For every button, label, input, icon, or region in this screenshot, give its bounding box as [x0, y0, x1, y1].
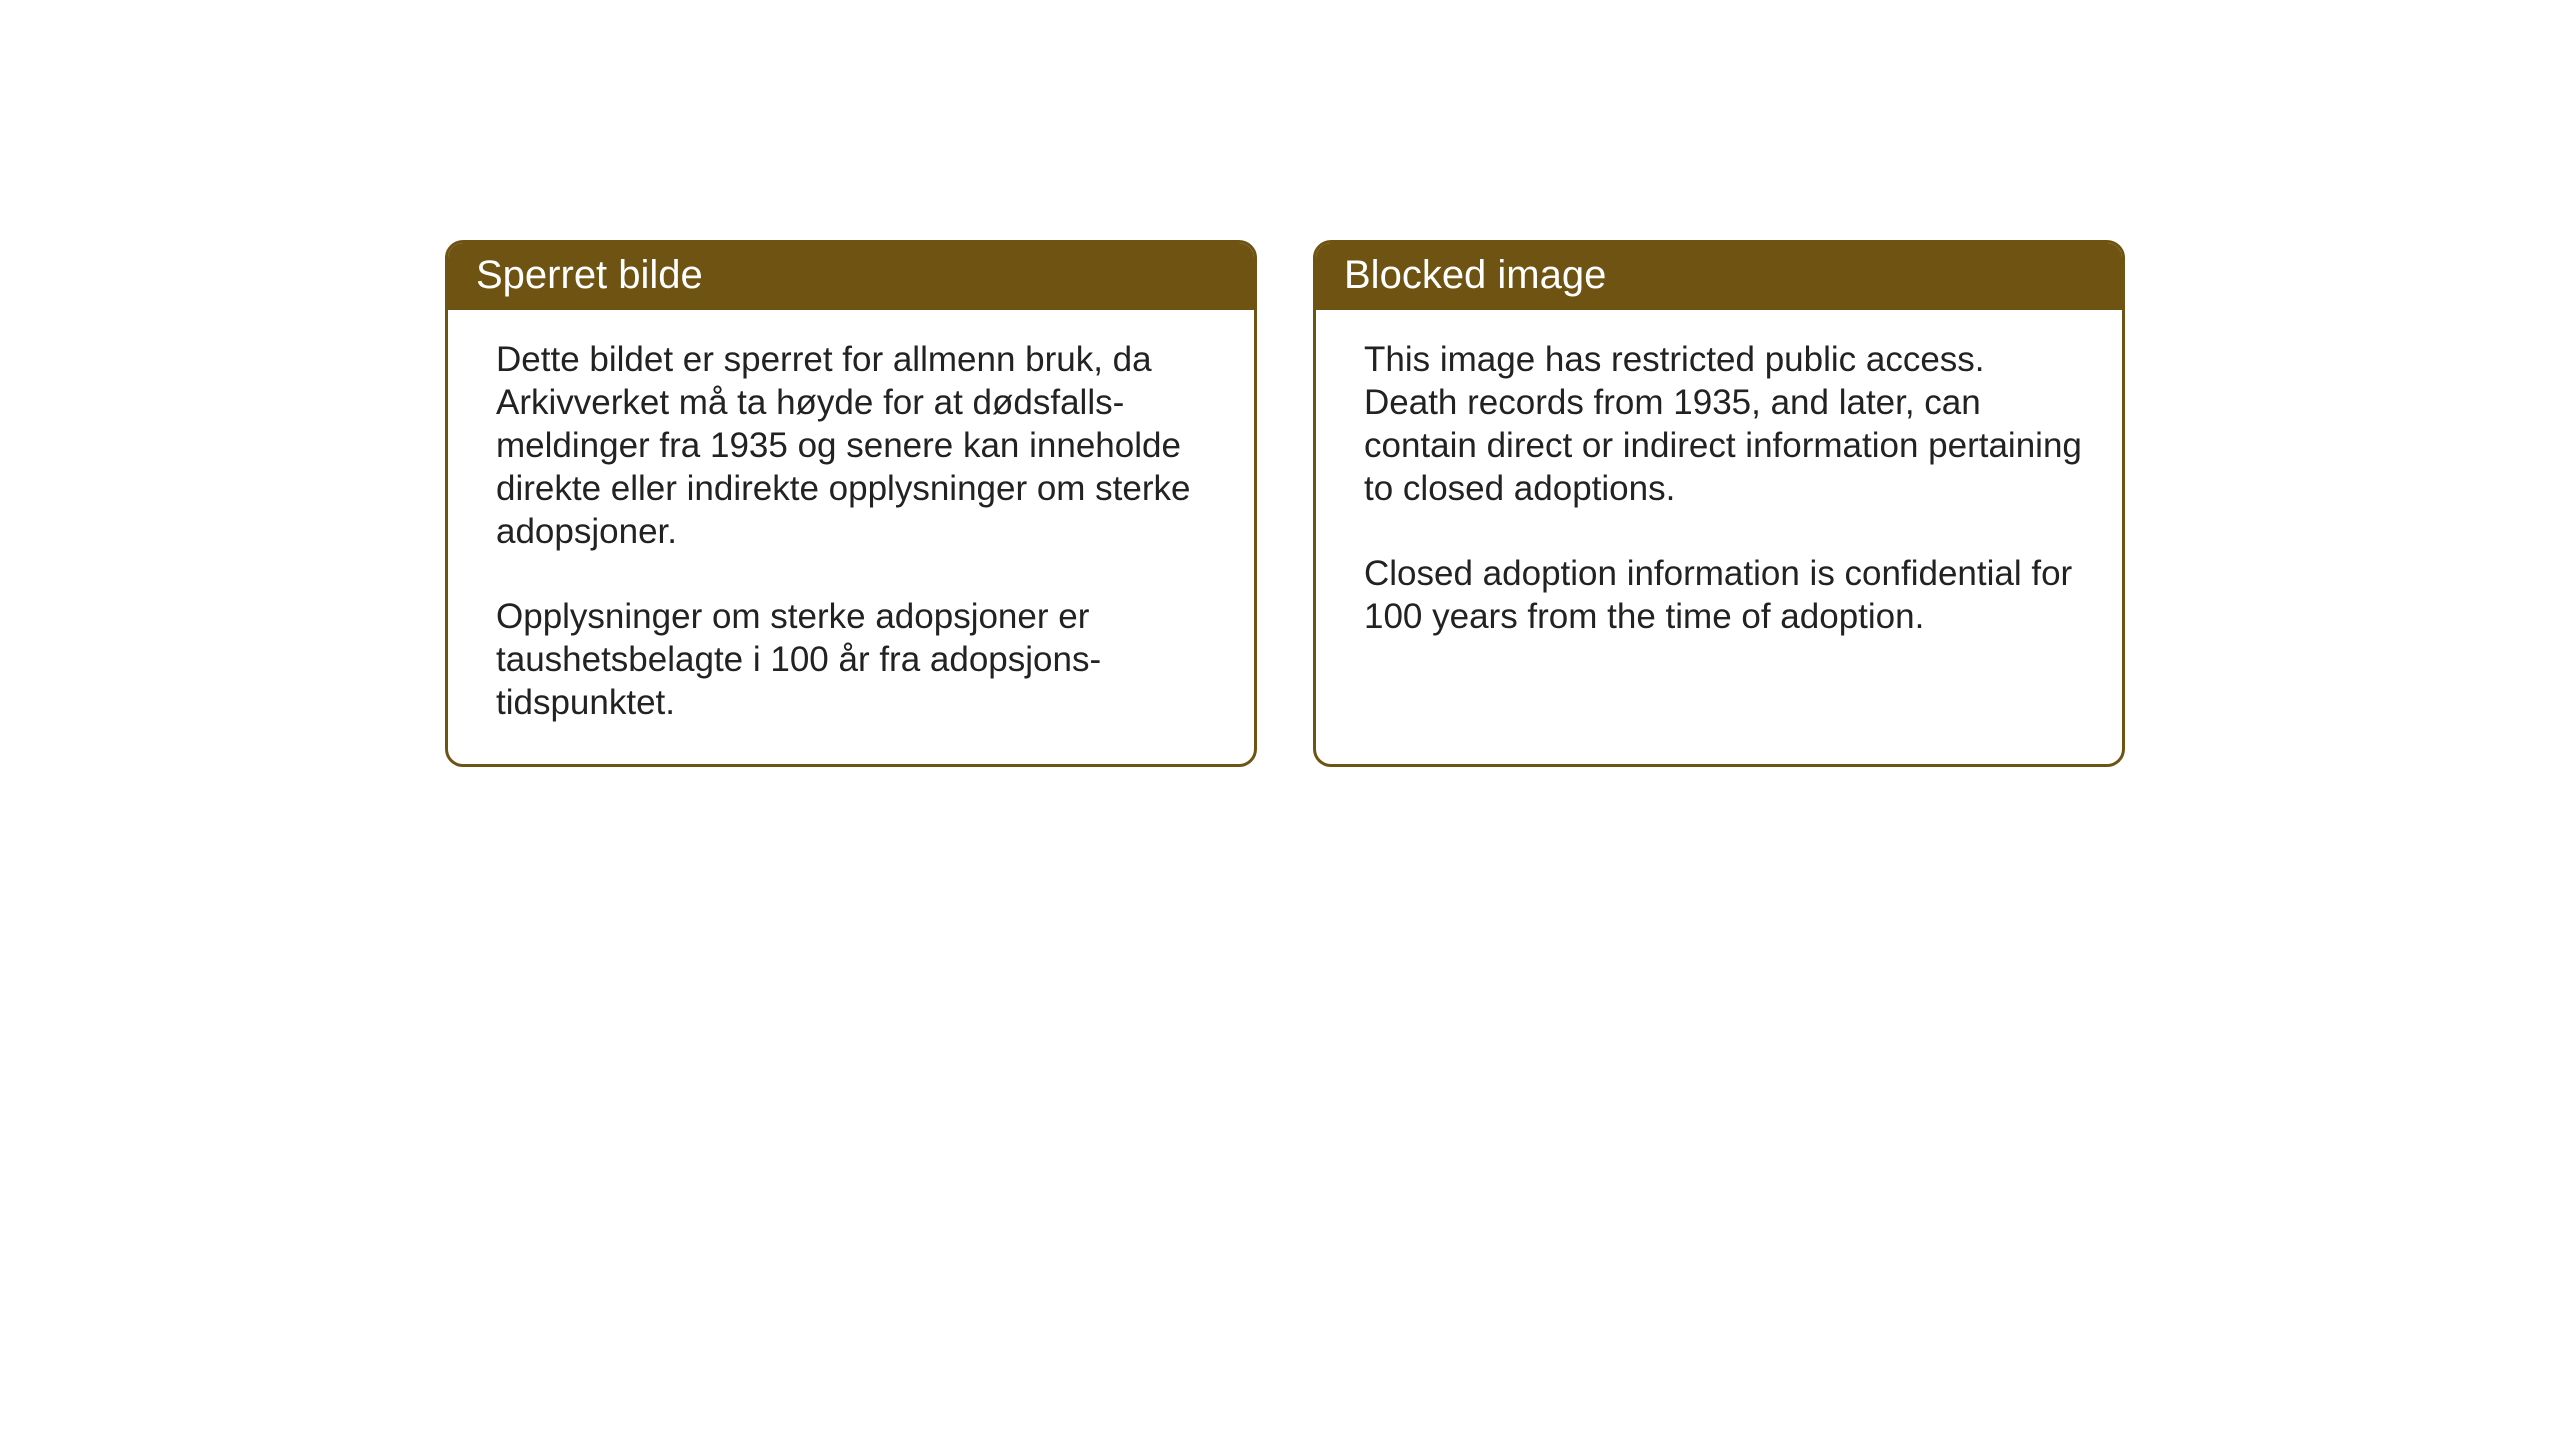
card-paragraph: Dette bildet er sperret for allmenn bruk… [496, 338, 1214, 553]
card-paragraph: Opplysninger om sterke adopsjoner er tau… [496, 595, 1214, 724]
card-paragraph: This image has restricted public access.… [1364, 338, 2082, 510]
card-title-english: Blocked image [1344, 253, 1606, 297]
card-paragraph: Closed adoption information is confident… [1364, 552, 2082, 638]
card-header-english: Blocked image [1316, 243, 2122, 310]
notice-card-english: Blocked image This image has restricted … [1313, 240, 2125, 767]
notice-card-norwegian: Sperret bilde Dette bildet er sperret fo… [445, 240, 1257, 767]
notice-container: Sperret bilde Dette bildet er sperret fo… [445, 240, 2125, 767]
card-title-norwegian: Sperret bilde [476, 253, 703, 297]
card-body-norwegian: Dette bildet er sperret for allmenn bruk… [448, 310, 1254, 764]
card-body-english: This image has restricted public access.… [1316, 310, 2122, 678]
card-header-norwegian: Sperret bilde [448, 243, 1254, 310]
